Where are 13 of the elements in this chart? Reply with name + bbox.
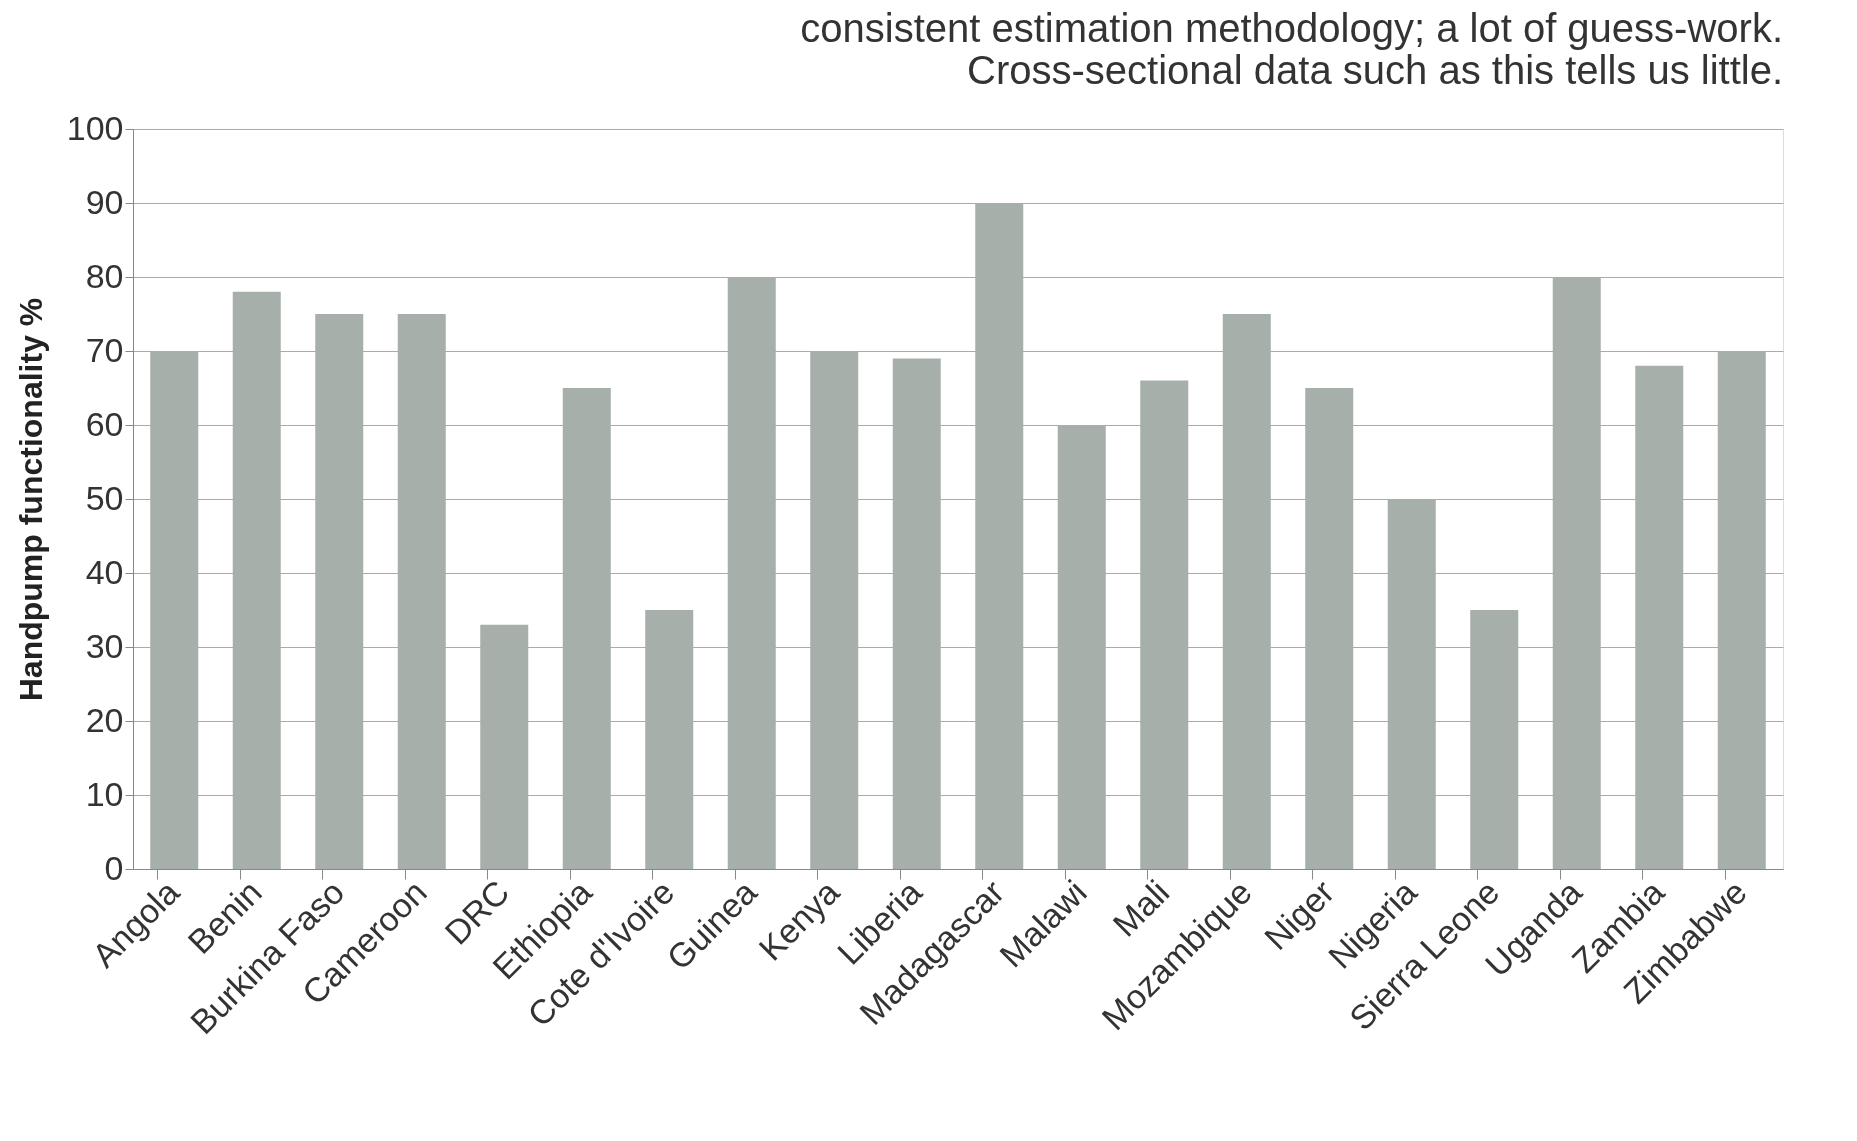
y-tick-label: 40: [85, 552, 124, 591]
y-tick-label: 50: [85, 478, 124, 517]
y-tick-label: 10: [85, 774, 124, 813]
y-tick-label: 30: [85, 626, 124, 665]
y-tick-label: 60: [85, 404, 124, 443]
y-tick-label: 0: [104, 848, 124, 887]
y-axis-title: Handpump functionality %: [12, 297, 49, 702]
text: consistent estimation methodology; a lot of guess-work.: [800, 6, 1783, 50]
y-tick-label: 90: [85, 182, 124, 221]
y-tick-label: 100: [66, 108, 124, 147]
y-tick-label: 20: [85, 700, 124, 739]
y-tick-label: 80: [85, 256, 124, 295]
y-tick-label: 70: [85, 330, 124, 369]
